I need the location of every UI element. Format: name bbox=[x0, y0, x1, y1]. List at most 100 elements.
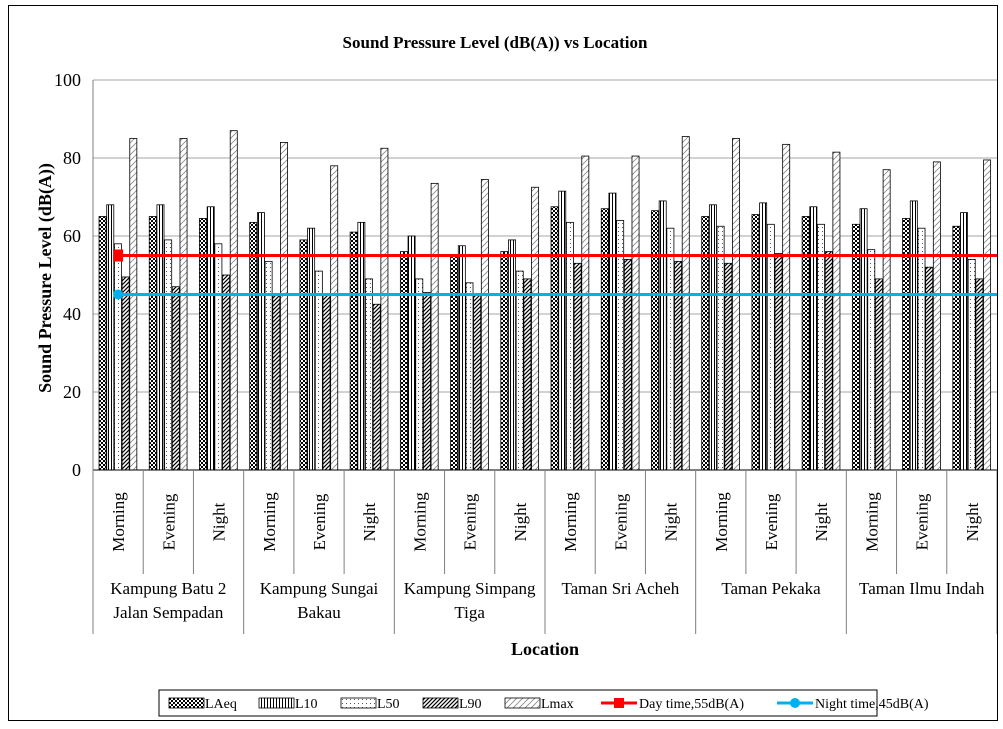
x-subcategory-label: Night bbox=[662, 502, 681, 541]
x-group-label: Kampung Simpang bbox=[404, 579, 536, 598]
x-axis-label: Location bbox=[511, 639, 579, 659]
x-group-label: Bakau bbox=[297, 603, 341, 622]
bar-laeq bbox=[751, 214, 760, 471]
bar-l10 bbox=[658, 200, 667, 471]
bar-l90 bbox=[975, 278, 984, 471]
bar-l50 bbox=[867, 249, 876, 471]
bar-l50 bbox=[967, 258, 976, 471]
bar-l50 bbox=[666, 227, 675, 471]
x-group-label: Taman Sri Acheh bbox=[561, 579, 679, 598]
legend-marker bbox=[614, 698, 624, 708]
legend-swatch bbox=[504, 697, 541, 709]
y-tick-label: 20 bbox=[63, 382, 81, 402]
bar-l10 bbox=[206, 206, 215, 471]
bar-l10 bbox=[407, 235, 416, 471]
bar-l90 bbox=[473, 294, 482, 471]
bar-lmax bbox=[932, 161, 941, 471]
bar-lmax bbox=[229, 130, 238, 471]
x-subcategory-label: Evening bbox=[159, 493, 178, 550]
bar-laeq bbox=[249, 221, 258, 471]
x-group-label: Kampung Batu 2 bbox=[110, 579, 226, 598]
bar-lmax bbox=[531, 186, 540, 471]
bar-chart: Sound Pressure Level (dB(A)) vs Location… bbox=[35, 33, 998, 717]
bar-l50 bbox=[415, 278, 424, 471]
bar-l90 bbox=[171, 286, 180, 471]
y-tick-label: 100 bbox=[54, 70, 81, 90]
bar-lmax bbox=[832, 151, 841, 471]
bar-lmax bbox=[280, 141, 288, 471]
bar-l10 bbox=[156, 204, 165, 471]
legend-swatch bbox=[258, 697, 295, 709]
legend-label: L10 bbox=[295, 697, 318, 712]
bar-l90 bbox=[523, 278, 532, 471]
bar-l90 bbox=[774, 253, 783, 471]
x-group-label: Taman Ilmu Indah bbox=[859, 579, 985, 598]
reference-lines bbox=[113, 249, 997, 300]
bar-l90 bbox=[322, 294, 331, 471]
x-subcategory-label: Evening bbox=[913, 493, 932, 550]
bar-laeq bbox=[851, 223, 860, 471]
y-axis-label: Sound Pressure Level (dB(A)) bbox=[35, 163, 56, 393]
x-subcategory-label: Morning bbox=[410, 492, 429, 552]
bar-laeq bbox=[299, 239, 308, 471]
chart-frame: Sound Pressure Level (dB(A)) vs Location… bbox=[8, 5, 998, 721]
y-axis-ticks: 0 20 40 60 80 100 bbox=[54, 70, 81, 480]
bar-l10 bbox=[608, 192, 617, 471]
bar-l10 bbox=[909, 200, 918, 471]
bar-l90 bbox=[623, 258, 632, 471]
bar-l50 bbox=[264, 260, 273, 471]
legend-label: L90 bbox=[459, 697, 482, 712]
bar-l10 bbox=[809, 206, 818, 471]
bar-l10 bbox=[307, 227, 316, 471]
bar-l50 bbox=[314, 270, 323, 471]
legend-swatch bbox=[340, 697, 377, 709]
bar-l50 bbox=[766, 223, 775, 471]
bar-l50 bbox=[465, 282, 474, 471]
x-group-label: Taman Pekaka bbox=[721, 579, 821, 598]
y-tick-label: 80 bbox=[63, 148, 81, 168]
chart-title: Sound Pressure Level (dB(A)) vs Location bbox=[343, 33, 648, 52]
bar-l90 bbox=[372, 303, 381, 471]
y-tick-label: 60 bbox=[63, 226, 81, 246]
x-subcategory-label: Morning bbox=[260, 492, 279, 552]
legend-swatch bbox=[422, 697, 459, 709]
bar-l10 bbox=[106, 204, 115, 471]
bar-l10 bbox=[357, 221, 366, 471]
x-subcategory-label: Morning bbox=[862, 492, 881, 552]
x-group-label: Tiga bbox=[454, 603, 485, 622]
x-subcategory-label: Night bbox=[812, 502, 831, 541]
legend-label: Night time,45dB(A) bbox=[815, 697, 929, 712]
bar-l10 bbox=[960, 212, 968, 471]
bar-l50 bbox=[365, 278, 373, 471]
bar-l90 bbox=[824, 251, 833, 471]
bar-l10 bbox=[256, 212, 265, 471]
bar-l10 bbox=[508, 239, 516, 471]
legend: LAeq L10 L50 L90 Lmax Day time,55dB(A) Night t… bbox=[158, 689, 929, 717]
bar-l10 bbox=[558, 190, 567, 471]
bar-l50 bbox=[917, 227, 926, 471]
bar-lmax bbox=[179, 138, 188, 471]
reference-marker bbox=[113, 289, 124, 300]
bar-l10 bbox=[457, 245, 466, 471]
bar-l90 bbox=[925, 266, 934, 471]
bar-l10 bbox=[859, 208, 868, 471]
bar-l50 bbox=[164, 239, 173, 471]
bar-l50 bbox=[214, 243, 223, 471]
y-tick-label: 0 bbox=[72, 460, 81, 480]
bar-lmax bbox=[681, 136, 690, 471]
x-subcategory-label: Evening bbox=[762, 493, 781, 550]
bar-lmax bbox=[430, 182, 439, 471]
bar-laeq bbox=[550, 206, 559, 471]
legend-label: L50 bbox=[377, 697, 400, 712]
gridlines bbox=[93, 79, 997, 393]
legend-label: Lmax bbox=[541, 697, 574, 712]
bar-l90 bbox=[121, 276, 130, 471]
bar-laeq bbox=[399, 251, 408, 471]
bar-lmax bbox=[581, 155, 590, 471]
bar-lmax bbox=[129, 138, 138, 471]
x-subcategory-label: Morning bbox=[109, 492, 128, 552]
bar-l50 bbox=[113, 243, 122, 471]
bar-laeq bbox=[500, 251, 509, 471]
bar-l90 bbox=[875, 278, 883, 471]
x-subcategory-label: Night bbox=[210, 502, 229, 541]
